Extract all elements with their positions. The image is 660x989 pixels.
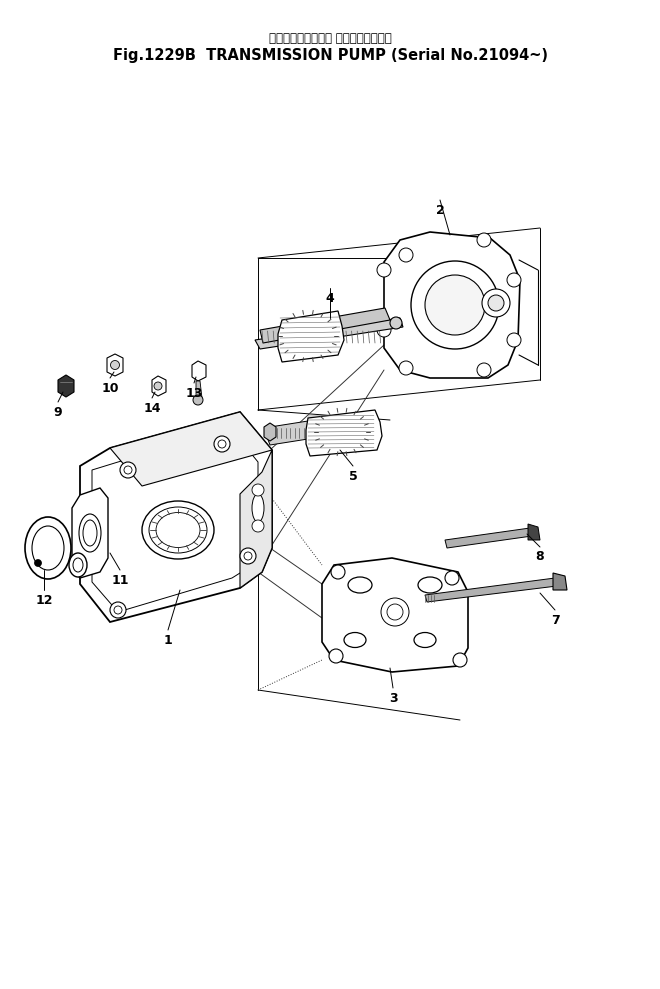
Ellipse shape [149, 507, 207, 553]
Polygon shape [264, 423, 276, 441]
Polygon shape [110, 412, 272, 486]
Ellipse shape [73, 558, 83, 572]
Text: 13: 13 [185, 387, 203, 400]
Circle shape [381, 598, 409, 626]
Ellipse shape [79, 514, 101, 552]
Circle shape [399, 361, 413, 375]
Polygon shape [196, 381, 202, 398]
Text: 10: 10 [101, 382, 119, 395]
Text: 1: 1 [164, 634, 172, 647]
Text: 2: 2 [436, 204, 444, 217]
Circle shape [331, 565, 345, 579]
Ellipse shape [425, 275, 485, 335]
Ellipse shape [411, 261, 499, 349]
Ellipse shape [414, 633, 436, 648]
Ellipse shape [32, 526, 64, 570]
Polygon shape [425, 578, 557, 602]
Circle shape [252, 484, 264, 496]
Text: 3: 3 [389, 691, 397, 704]
Circle shape [124, 466, 132, 474]
Text: 14: 14 [143, 402, 161, 414]
Text: 5: 5 [348, 470, 357, 483]
Polygon shape [92, 430, 258, 612]
Circle shape [218, 440, 226, 448]
Ellipse shape [344, 633, 366, 648]
Circle shape [390, 317, 402, 329]
Text: 4: 4 [325, 292, 335, 305]
Polygon shape [240, 450, 272, 588]
Polygon shape [192, 361, 206, 381]
Polygon shape [260, 308, 390, 343]
Ellipse shape [69, 553, 87, 577]
Text: トランスミッション ポンプ（適用号機: トランスミッション ポンプ（適用号機 [269, 32, 391, 45]
Circle shape [477, 233, 491, 247]
Circle shape [482, 289, 510, 317]
Circle shape [252, 520, 264, 532]
Circle shape [34, 560, 42, 567]
Circle shape [114, 606, 122, 614]
Polygon shape [80, 412, 272, 622]
Circle shape [488, 295, 504, 311]
Circle shape [244, 552, 252, 560]
Polygon shape [152, 376, 166, 396]
Circle shape [110, 361, 119, 370]
Ellipse shape [142, 501, 214, 559]
Text: 9: 9 [53, 405, 62, 418]
Text: Fig.1229B  TRANSMISSION PUMP (Serial No.21094~): Fig.1229B TRANSMISSION PUMP (Serial No.2… [112, 47, 548, 62]
Text: 11: 11 [112, 574, 129, 586]
Ellipse shape [156, 512, 200, 548]
Circle shape [193, 395, 203, 405]
Circle shape [399, 248, 413, 262]
Circle shape [329, 649, 343, 663]
Circle shape [507, 333, 521, 347]
Circle shape [214, 436, 230, 452]
Circle shape [120, 462, 136, 478]
Polygon shape [267, 421, 310, 445]
Polygon shape [107, 354, 123, 376]
Ellipse shape [83, 520, 97, 546]
Circle shape [387, 604, 403, 620]
Text: 8: 8 [536, 551, 544, 564]
Polygon shape [322, 558, 468, 672]
Circle shape [377, 263, 391, 277]
Ellipse shape [25, 517, 71, 579]
Circle shape [154, 382, 162, 390]
Ellipse shape [418, 577, 442, 593]
Polygon shape [58, 375, 74, 397]
Circle shape [445, 571, 459, 585]
Polygon shape [278, 311, 344, 362]
Polygon shape [445, 528, 532, 548]
Polygon shape [306, 410, 382, 456]
Polygon shape [72, 488, 108, 578]
Ellipse shape [252, 494, 264, 522]
Polygon shape [553, 573, 567, 590]
Polygon shape [255, 318, 403, 349]
Circle shape [377, 323, 391, 337]
Circle shape [240, 548, 256, 564]
Polygon shape [528, 524, 540, 540]
Text: 12: 12 [35, 593, 53, 606]
Circle shape [477, 363, 491, 377]
Circle shape [507, 273, 521, 287]
Polygon shape [384, 232, 520, 378]
Text: 7: 7 [550, 613, 560, 626]
Circle shape [110, 602, 126, 618]
Circle shape [453, 653, 467, 667]
Ellipse shape [348, 577, 372, 593]
